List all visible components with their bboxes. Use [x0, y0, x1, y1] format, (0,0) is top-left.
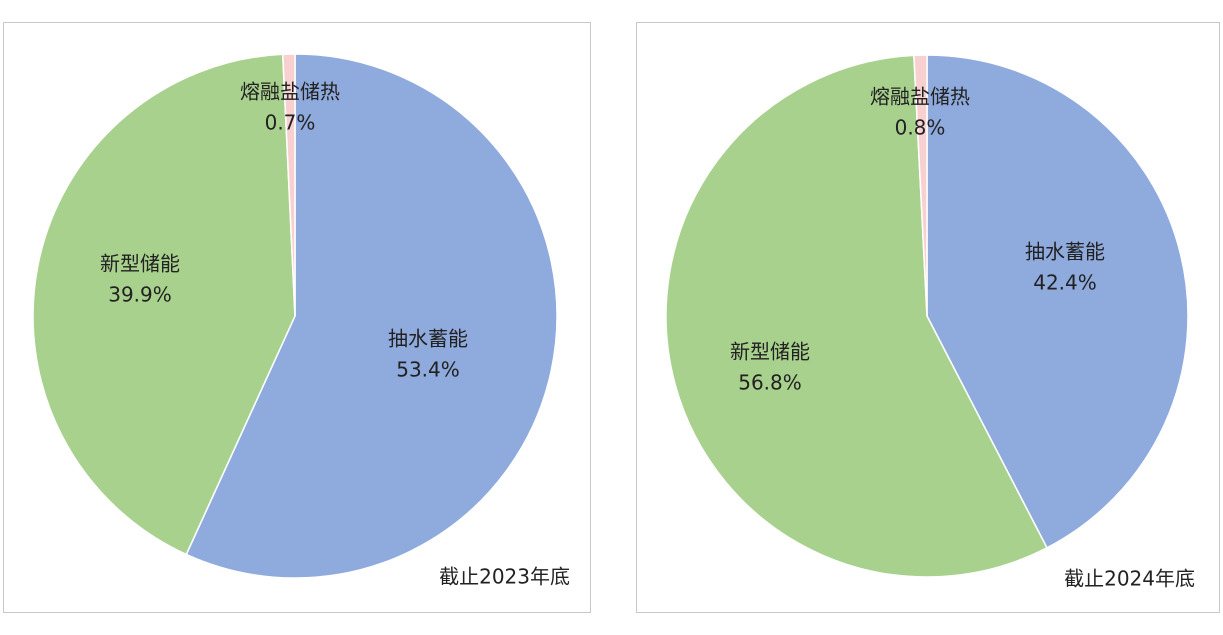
slice-category-label: 新型储能 [730, 340, 810, 364]
pie-slice [913, 54, 928, 317]
slice-category-label: 抽水蓄能 [1025, 240, 1105, 264]
slice-value-label: 42.4% [1033, 271, 1097, 295]
pie-slice [281, 53, 296, 317]
pie-slice [665, 54, 1048, 578]
slice-value-label: 0.8% [895, 116, 946, 140]
slice-value-label: 0.7% [265, 111, 316, 135]
slice-category-label: 熔融盐储热 [870, 85, 970, 109]
pie-slice [185, 53, 558, 579]
slice-value-label: 39.9% [108, 283, 172, 307]
slice-category-label: 熔融盐储热 [240, 80, 340, 104]
slice-value-label: 53.4% [396, 358, 460, 382]
caption: 截止2024年底 [1064, 567, 1195, 591]
pie-slice [32, 53, 296, 556]
slice-category-label: 新型储能 [100, 252, 180, 276]
pie-slice [926, 54, 1189, 549]
caption: 截止2023年底 [439, 565, 570, 589]
slice-value-label: 56.8% [738, 371, 802, 395]
slice-category-label: 抽水蓄能 [388, 327, 468, 351]
